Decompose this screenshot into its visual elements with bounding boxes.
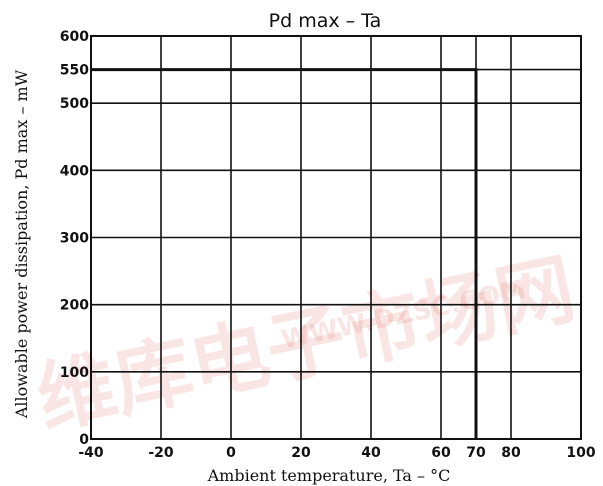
x-tick-label--40: -40: [78, 445, 104, 461]
x-tick-labels: -40 -20 0 20 40 60 70 80 100: [78, 445, 596, 461]
x-tick-label-60: 60: [431, 445, 451, 461]
chart-title: Pd max – Ta: [269, 10, 382, 32]
y-tick-label-200: 200: [60, 298, 89, 314]
series-line-0: [91, 68, 478, 439]
y-tick-label-400: 400: [60, 163, 89, 179]
y-tick-label-300: 300: [60, 231, 89, 247]
x-tick-label-80: 80: [501, 445, 521, 461]
y-tick-label-500: 500: [60, 96, 89, 112]
x-tick-label-70: 70: [466, 445, 486, 461]
plot-frame: [90, 35, 582, 440]
x-tick-label-0: 0: [226, 445, 236, 461]
x-tick-label-100: 100: [566, 445, 595, 461]
x-axis-label: Ambient temperature, Ta – °C: [207, 466, 451, 485]
series-group: [91, 68, 478, 439]
y-tick-label-600: 600: [60, 29, 89, 45]
y-tick-label-100: 100: [60, 365, 89, 381]
y-tick-label-0: 0: [79, 432, 89, 448]
x-tick-label--20: -20: [148, 445, 174, 461]
y-tick-labels: 0 100 200 300 400 500 550 600: [60, 29, 89, 448]
x-tick-label-40: 40: [361, 445, 381, 461]
watermark: 维库电子市场网 WWW.DZSC.COM: [30, 244, 583, 446]
y-tick-label-550: 550: [60, 63, 89, 79]
x-tick-label-20: 20: [291, 445, 311, 461]
y-axis-label: Allowable power dissipation, Pd max – mW: [12, 69, 31, 419]
